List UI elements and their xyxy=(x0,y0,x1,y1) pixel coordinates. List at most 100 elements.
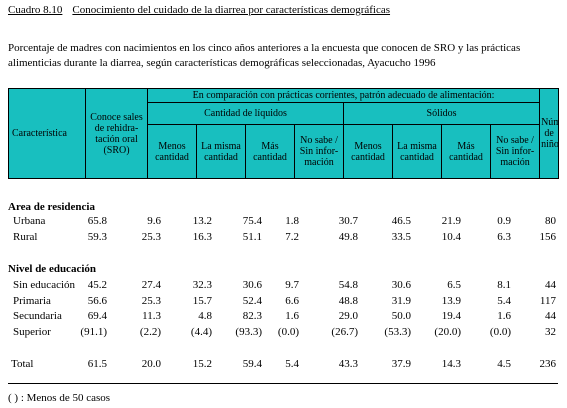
table-title-text: Conocimiento del cuidado de la diarrea p… xyxy=(72,4,391,16)
value-cell: 32 xyxy=(545,326,556,338)
value-cell: 49.8 xyxy=(338,231,358,243)
table-subtitle: Porcentaje de madres con nacimientos en … xyxy=(8,42,521,69)
value-cell: 50.0 xyxy=(391,310,411,322)
section-heading-row: Nivel de educación xyxy=(8,262,558,276)
section-heading: Area de residencia xyxy=(8,201,95,213)
table-row: Secundaria 69.4 11.3 4.8 82.3 1.6 29.0 50.0 19.… xyxy=(8,309,558,323)
value-cell: 16.3 xyxy=(192,231,212,243)
value-cell: 29.0 xyxy=(338,310,358,322)
row-label: Total xyxy=(11,358,34,370)
value-cell: 13.9 xyxy=(441,295,461,307)
value-cell: (91.1) xyxy=(80,326,107,338)
row-label: Secundaria xyxy=(13,310,62,322)
value-cell: 11.3 xyxy=(142,310,161,322)
value-cell: (53.3) xyxy=(384,326,411,338)
value-cell: 1.6 xyxy=(497,310,511,322)
value-cell: 52.4 xyxy=(242,295,262,307)
header-liquids-unknown: No sabe / Sin infor-mación xyxy=(294,124,344,179)
value-cell: 82.3 xyxy=(242,310,262,322)
value-cell: 46.5 xyxy=(391,215,411,227)
table-bottom-rule xyxy=(8,383,558,384)
header-characteristic: Característica xyxy=(8,88,86,179)
value-cell: 37.9 xyxy=(391,358,411,370)
value-cell: 4.5 xyxy=(497,358,511,370)
footnote: ( ) : Menos de 50 casos xyxy=(8,392,111,404)
value-cell: 45.2 xyxy=(87,279,107,291)
header-liquids-more: Más cantidad xyxy=(245,124,295,179)
value-cell: 32.3 xyxy=(192,279,212,291)
value-cell: (93.3) xyxy=(235,326,262,338)
value-cell: 30.6 xyxy=(391,279,411,291)
row-label: Rural xyxy=(13,231,38,243)
value-cell: 75.4 xyxy=(242,215,262,227)
row-label: Superior xyxy=(13,326,51,338)
value-cell: 236 xyxy=(539,358,557,370)
value-cell: (20.0) xyxy=(434,326,461,338)
header-solids-less: Menos cantidad xyxy=(343,124,393,179)
value-cell: 5.4 xyxy=(497,295,511,307)
value-cell: 156 xyxy=(539,231,557,243)
row-label: Urbana xyxy=(13,215,46,227)
value-cell: 80 xyxy=(545,215,556,227)
value-cell: 7.2 xyxy=(285,231,299,243)
section-heading: Nivel de educación xyxy=(8,263,96,275)
table-header: Característica Conoce sales de rehidra-t… xyxy=(8,88,560,179)
header-solids-unknown: No sabe / Sin infor-mación xyxy=(489,124,541,179)
value-cell: 20.0 xyxy=(141,358,161,370)
row-label: Sin educación xyxy=(13,279,76,291)
header-solids-same: La misma cantidad xyxy=(392,124,442,179)
value-cell: 117 xyxy=(539,295,556,307)
value-cell: 1.6 xyxy=(285,310,299,322)
value-cell: 1.8 xyxy=(285,215,299,227)
value-cell: (4.4) xyxy=(190,326,212,338)
total-row: Total 61.5 20.0 15.2 59.4 5.4 43.3 37.9 14.3 4.5… xyxy=(8,357,558,371)
value-cell: 15.2 xyxy=(192,358,212,370)
value-cell: 21.9 xyxy=(441,215,461,227)
header-children: Número de niños xyxy=(539,88,560,179)
header-solids: Sólidos xyxy=(342,102,541,125)
value-cell: 48.8 xyxy=(338,295,358,307)
value-cell: 4.8 xyxy=(198,310,212,322)
value-cell: 31.9 xyxy=(391,295,411,307)
table-row: Rural 59.3 25.3 16.3 51.1 7.2 49.8 33.5 10.4 6.3… xyxy=(8,230,558,244)
value-cell: 61.5 xyxy=(87,358,107,370)
value-cell: 69.4 xyxy=(87,310,107,322)
value-cell: 59.4 xyxy=(242,358,262,370)
value-cell: 65.8 xyxy=(87,215,107,227)
value-cell: 5.4 xyxy=(285,358,299,370)
value-cell: 44 xyxy=(545,310,556,322)
value-cell: 14.3 xyxy=(441,358,461,370)
value-cell: 30.7 xyxy=(338,215,358,227)
value-cell: (0.0) xyxy=(489,326,511,338)
value-cell: 6.6 xyxy=(285,295,299,307)
value-cell: 6.3 xyxy=(497,231,511,243)
header-group: En comparación con prácticas corrientes,… xyxy=(146,88,541,103)
header-liquids: Cantidad de líquidos xyxy=(147,102,344,125)
value-cell: (0.0) xyxy=(277,326,299,338)
table-row: Urbana 65.8 9.6 13.2 75.4 1.8 30.7 46.5 21.9 0.9… xyxy=(8,214,558,228)
row-label: Primaria xyxy=(13,295,51,307)
value-cell: 44 xyxy=(545,279,556,291)
value-cell: 15.7 xyxy=(192,295,212,307)
table-number: Cuadro 8.10 xyxy=(8,4,63,16)
table-row: Primaria 56.6 25.3 15.7 52.4 6.6 48.8 31.9 13.9… xyxy=(8,294,558,308)
header-liquids-less: Menos cantidad xyxy=(147,124,197,179)
value-cell: 54.8 xyxy=(338,279,358,291)
header-sro: Conoce sales de rehidra-tación oral (SRO… xyxy=(85,88,148,179)
value-cell: (2.2) xyxy=(139,326,161,338)
value-cell: 6.5 xyxy=(447,279,461,291)
value-cell: 59.3 xyxy=(87,231,107,243)
value-cell: 56.6 xyxy=(87,295,107,307)
value-cell: 51.1 xyxy=(242,231,262,243)
value-cell: 25.3 xyxy=(141,231,161,243)
value-cell: 13.2 xyxy=(192,215,212,227)
header-liquids-same: La misma cantidad xyxy=(196,124,246,179)
value-cell: 30.6 xyxy=(242,279,262,291)
value-cell: 33.5 xyxy=(391,231,411,243)
value-cell: 43.3 xyxy=(338,358,358,370)
value-cell: 8.1 xyxy=(497,279,511,291)
table-title: Cuadro 8.10 Conocimiento del cuidado de l… xyxy=(8,4,390,16)
value-cell: 10.4 xyxy=(441,231,461,243)
value-cell: 19.4 xyxy=(441,310,461,322)
header-solids-more: Más cantidad xyxy=(441,124,491,179)
